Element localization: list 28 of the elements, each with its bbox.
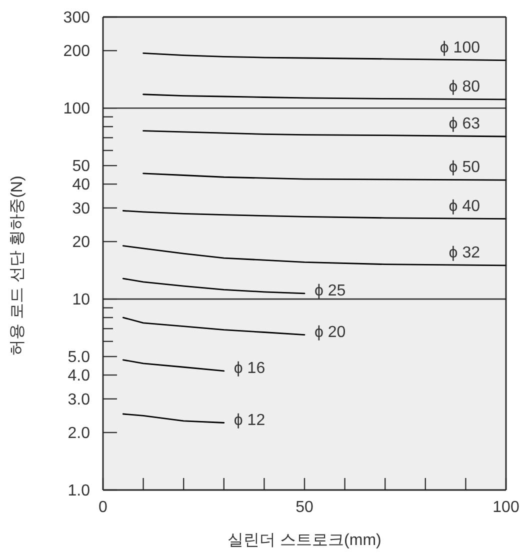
series-label: ϕ 16	[234, 360, 266, 377]
series-label: ϕ 20	[314, 324, 346, 341]
y-tick-label: 40	[72, 176, 90, 194]
y-tick-label: 5.0	[68, 349, 90, 366]
series-label: ϕ 12	[234, 412, 266, 429]
y-axis-title: 허용 로드 선단 횡하중(N)	[9, 176, 26, 356]
y-tick-label: 2.0	[68, 425, 90, 442]
y-tick-label: 30	[72, 200, 90, 218]
y-tick-label: 300	[63, 10, 90, 26]
y-tick-label: 100	[63, 100, 90, 118]
series-label: ϕ 32	[448, 244, 480, 262]
series-label: ϕ 80	[448, 78, 480, 96]
y-tick-label: 50	[72, 158, 90, 176]
y-tick-label: 3.0	[68, 391, 90, 408]
x-tick-label: 100	[492, 499, 520, 516]
series-label: ϕ 40	[448, 198, 480, 215]
series-label: ϕ 100	[440, 39, 480, 56]
y-tick-label: 4.0	[68, 368, 90, 385]
series-label: ϕ 50	[448, 159, 480, 176]
series-label: ϕ 63	[448, 116, 480, 133]
y-tick-label: 20	[72, 234, 90, 252]
y-tick-label: 1.0	[68, 482, 90, 500]
x-axis-title: 실린더 스트로크(mm)	[228, 532, 382, 549]
x-tick-label: 0	[98, 499, 108, 516]
series-label: ϕ 25	[314, 282, 346, 300]
y-tick-label: 200	[63, 43, 90, 60]
y-tick-label: 10	[72, 292, 90, 309]
x-tick-label: 50	[296, 499, 314, 516]
